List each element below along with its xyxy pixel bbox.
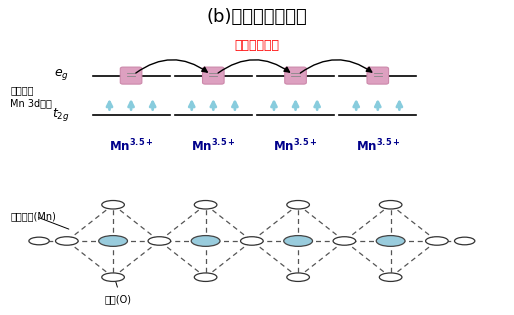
Ellipse shape [99,236,127,246]
Text: Mn 3d電子: Mn 3d電子 [10,98,52,108]
Text: マンガン(Mn): マンガン(Mn) [10,212,56,221]
Text: $\mathbf{Mn^{3.5+}}$: $\mathbf{Mn^{3.5+}}$ [109,138,153,155]
FancyBboxPatch shape [285,67,306,84]
FancyBboxPatch shape [120,67,142,84]
Text: $\mathbf{Mn^{3.5+}}$: $\mathbf{Mn^{3.5+}}$ [273,138,318,155]
Text: ２種類の: ２種類の [10,86,34,95]
Ellipse shape [194,273,217,281]
Ellipse shape [148,237,171,245]
Ellipse shape [194,201,217,209]
Ellipse shape [102,201,124,209]
FancyArrowPatch shape [300,60,372,73]
Ellipse shape [379,201,402,209]
Text: $\mathbf{Mn^{3.5+}}$: $\mathbf{Mn^{3.5+}}$ [356,138,400,155]
Ellipse shape [379,273,402,281]
Ellipse shape [241,237,263,245]
Text: 酸素(O): 酸素(O) [105,295,132,305]
Ellipse shape [287,273,309,281]
Ellipse shape [102,273,124,281]
Text: 自由に動ける: 自由に動ける [234,39,280,52]
Ellipse shape [191,236,220,246]
Ellipse shape [333,237,356,245]
Ellipse shape [426,237,448,245]
Text: (b)強磁性金属状態: (b)強磁性金属状態 [207,8,307,26]
Ellipse shape [454,237,475,245]
FancyArrowPatch shape [136,60,207,73]
FancyBboxPatch shape [367,67,389,84]
Ellipse shape [284,236,313,246]
Text: $t_{2g}$: $t_{2g}$ [52,106,69,123]
Ellipse shape [29,237,49,245]
Ellipse shape [376,236,405,246]
FancyArrowPatch shape [218,60,289,73]
FancyBboxPatch shape [203,67,224,84]
Text: $e_g$: $e_g$ [54,66,69,82]
Ellipse shape [56,237,78,245]
Text: $\mathbf{Mn^{3.5+}}$: $\mathbf{Mn^{3.5+}}$ [191,138,235,155]
Ellipse shape [287,201,309,209]
